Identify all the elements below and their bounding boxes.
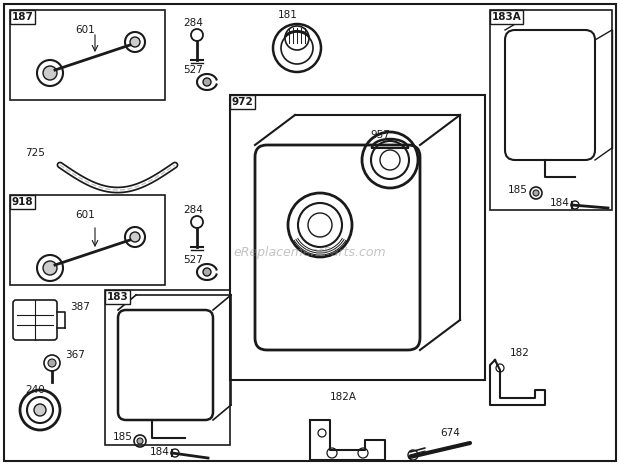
Circle shape — [533, 190, 539, 196]
Text: 527: 527 — [183, 65, 203, 75]
Text: 725: 725 — [25, 148, 45, 158]
Circle shape — [43, 66, 57, 80]
Text: 972: 972 — [232, 97, 254, 107]
Text: 527: 527 — [183, 255, 203, 265]
Text: eReplacementParts.com: eReplacementParts.com — [234, 246, 386, 259]
Circle shape — [203, 268, 211, 276]
Bar — [105, 290, 230, 445]
Bar — [10, 195, 165, 285]
Bar — [490, 10, 612, 210]
Circle shape — [203, 78, 211, 86]
Text: 284: 284 — [183, 18, 203, 28]
Bar — [230, 95, 485, 380]
Text: 184: 184 — [150, 447, 170, 457]
Circle shape — [43, 261, 57, 275]
Bar — [10, 10, 165, 100]
Text: 674: 674 — [440, 428, 460, 438]
Text: 183: 183 — [107, 292, 129, 302]
Text: 240: 240 — [25, 385, 45, 395]
Circle shape — [137, 438, 143, 444]
Text: 184: 184 — [550, 198, 570, 208]
Text: 185: 185 — [113, 432, 133, 442]
Text: 187: 187 — [12, 12, 34, 22]
Text: 183A: 183A — [492, 12, 522, 22]
Text: 182: 182 — [510, 348, 530, 358]
Text: 284: 284 — [183, 205, 203, 215]
Circle shape — [130, 37, 140, 47]
Text: 185: 185 — [508, 185, 528, 195]
Text: 601: 601 — [75, 25, 95, 35]
Circle shape — [48, 359, 56, 367]
Text: 367: 367 — [65, 350, 85, 360]
Text: 181: 181 — [278, 10, 298, 20]
Circle shape — [34, 404, 46, 416]
Text: 182A: 182A — [330, 392, 357, 402]
Circle shape — [130, 232, 140, 242]
Text: 387: 387 — [70, 302, 90, 312]
Text: 918: 918 — [12, 197, 33, 207]
Text: 601: 601 — [75, 210, 95, 220]
Text: 957: 957 — [370, 130, 390, 140]
